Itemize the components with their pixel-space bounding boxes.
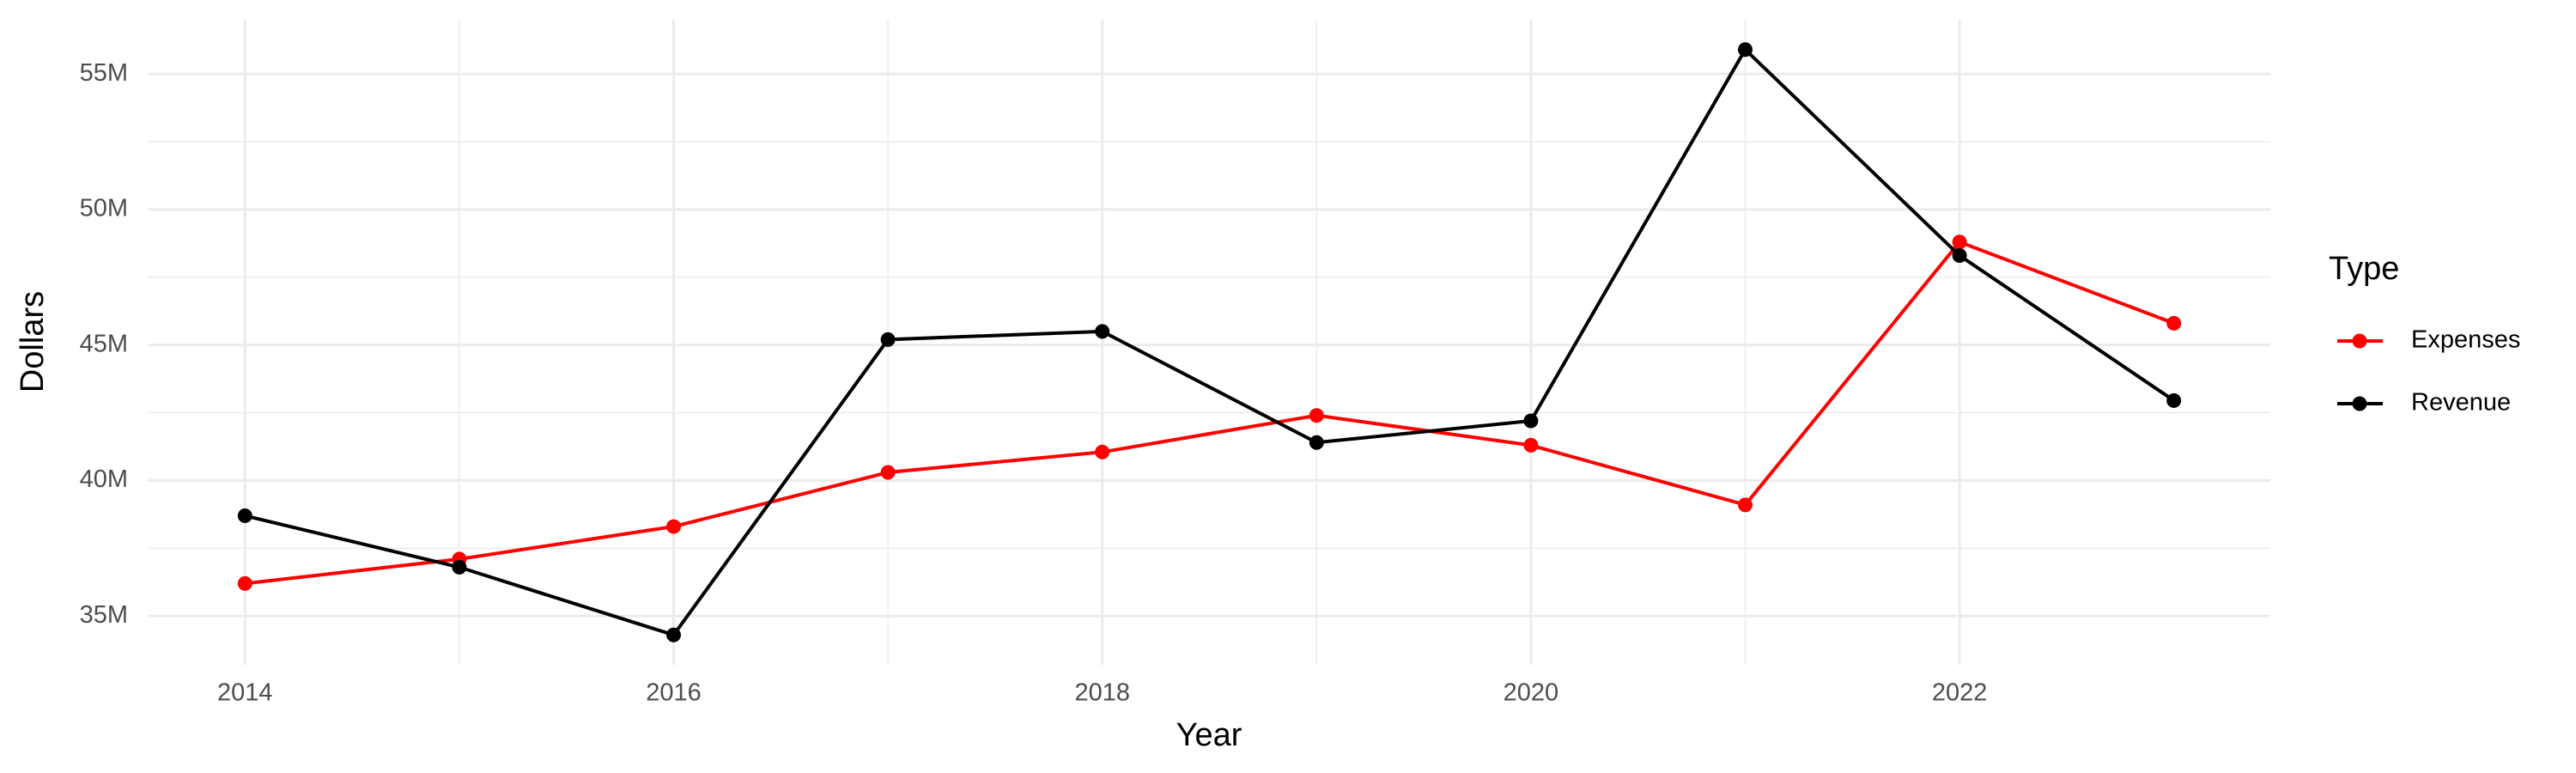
data-point [1523,437,1539,453]
x-tick-label: 2014 [217,679,273,707]
legend-title: Type [2329,251,2399,287]
y-axis-title: Dollars [15,291,51,393]
series-line [244,46,2175,637]
data-point [1309,435,1324,450]
x-tick-label: 2018 [1074,679,1130,707]
legend-label: Revenue [2411,389,2511,417]
data-point [2166,315,2182,331]
series-line [245,240,2175,586]
x-tick-label: 2020 [1504,679,1559,707]
x-tick-label: 2016 [646,679,702,707]
data-point [1523,413,1539,429]
data-point [880,332,896,347]
x-tick-label: 2022 [1932,679,1988,707]
data-point [666,627,682,642]
data-point [1309,408,1324,423]
legend-label: Expenses [2411,326,2520,354]
data-point [452,559,467,575]
data-point [1737,42,1753,58]
data-point [1952,234,1967,250]
legend-key-point [2352,396,2367,411]
data-point [1095,444,1110,460]
y-tick-label: 45M [80,330,128,357]
y-tick-label: 40M [80,466,128,493]
data-point [2166,393,2182,408]
grid [149,20,2270,665]
y-tick-label: 55M [80,59,128,87]
data-point [1737,497,1753,513]
data-point [237,575,252,591]
x-axis-title: Year [1176,717,1242,753]
y-tick-label: 35M [80,601,128,629]
data-point [880,465,896,480]
y-tick-label: 50M [80,195,128,222]
data-point [1952,248,1967,264]
data-point [1095,324,1110,339]
data-point [666,519,682,534]
data-point [237,508,252,523]
legend-key-point [2352,333,2367,349]
